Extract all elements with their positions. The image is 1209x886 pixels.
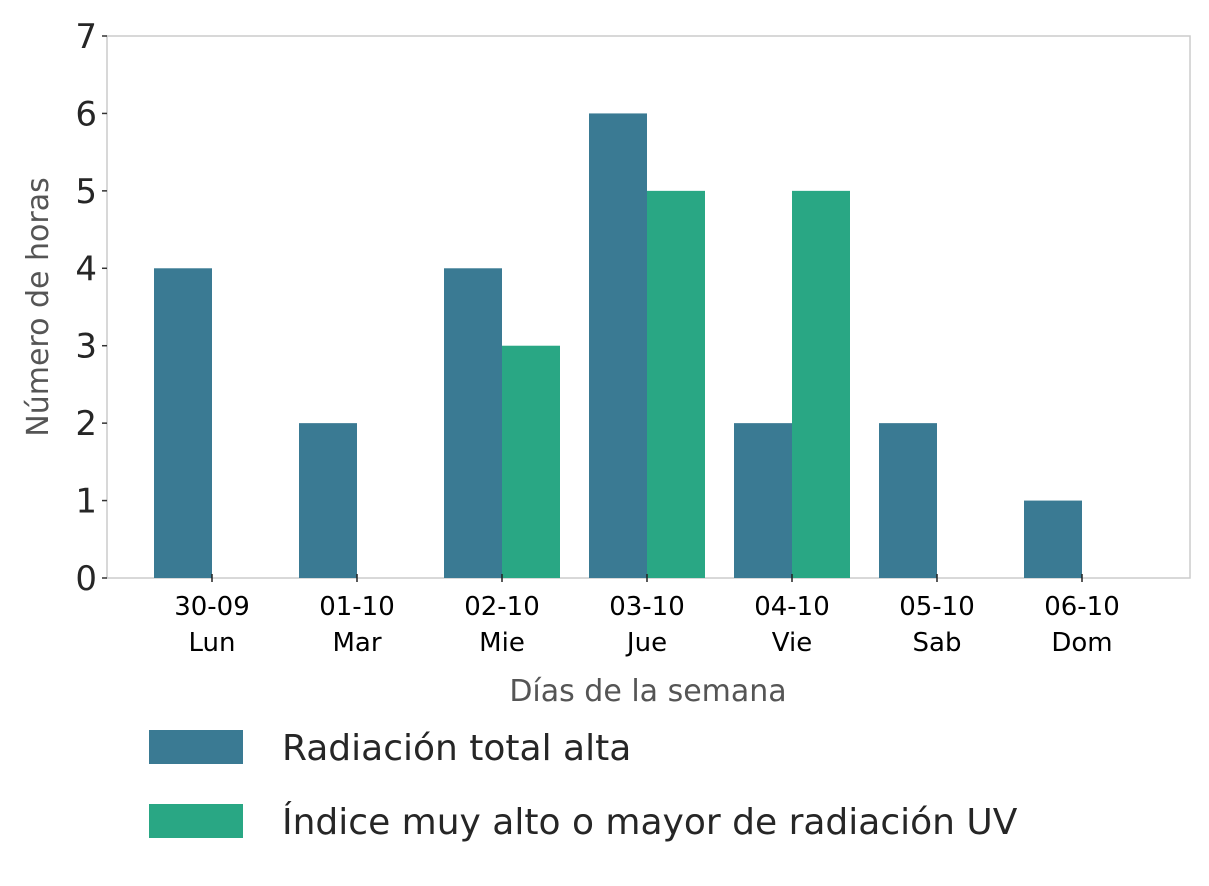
legend: Radiación total alta Índice muy alto o ma… — [149, 728, 1018, 843]
x-tick-date: 05-10 — [899, 592, 975, 622]
bar-series-2 — [647, 190, 705, 578]
y-tick-label: 3 — [75, 327, 97, 367]
x-axis-label: Días de la semana — [509, 674, 786, 709]
bar-series-1 — [734, 423, 792, 578]
bars-group — [154, 113, 1082, 578]
y-tick-label: 0 — [75, 559, 97, 599]
x-tick-date: 30-09 — [174, 592, 250, 622]
bar-series-1 — [444, 268, 502, 578]
y-axis-label: Número de horas — [21, 177, 56, 436]
x-axis: 30-09 Lun 01-10 Mar 02-10 Mie 03-10 Jue 04-10 Vie… — [174, 574, 1120, 658]
x-tick-day: Dom — [1051, 628, 1112, 658]
x-tick-day: Mie — [479, 628, 525, 658]
bar-series-1 — [589, 113, 647, 578]
bar-series-2 — [792, 190, 850, 578]
legend-swatch-1 — [149, 730, 243, 764]
x-tick-date: 04-10 — [754, 592, 830, 622]
y-tick-label: 7 — [75, 17, 97, 57]
x-tick-date: 03-10 — [609, 592, 685, 622]
y-tick-label: 5 — [75, 172, 97, 212]
bar-series-2 — [502, 345, 560, 578]
x-tick-date: 01-10 — [319, 592, 395, 622]
legend-label-2: Índice muy alto o mayor de radiación UV — [282, 801, 1018, 843]
x-tick-day: Mar — [332, 628, 381, 658]
y-tick-label: 4 — [75, 249, 97, 289]
legend-swatch-2 — [149, 804, 243, 838]
x-tick-day: Jue — [625, 628, 667, 658]
y-tick-label: 1 — [75, 482, 97, 522]
bar-series-1 — [1024, 500, 1082, 578]
bar-series-1 — [879, 423, 937, 578]
x-tick-day: Sab — [913, 628, 962, 658]
y-axis: 0 1 2 3 4 5 6 7 — [75, 17, 107, 599]
x-tick-day: Vie — [772, 628, 812, 658]
x-tick-date: 06-10 — [1044, 592, 1120, 622]
y-tick-label: 6 — [75, 94, 97, 134]
y-tick-label: 2 — [75, 404, 97, 444]
legend-label-1: Radiación total alta — [282, 728, 631, 769]
x-tick-day: Lun — [189, 628, 236, 658]
bar-series-1 — [299, 423, 357, 578]
bar-series-1 — [154, 268, 212, 578]
x-tick-date: 02-10 — [464, 592, 540, 622]
